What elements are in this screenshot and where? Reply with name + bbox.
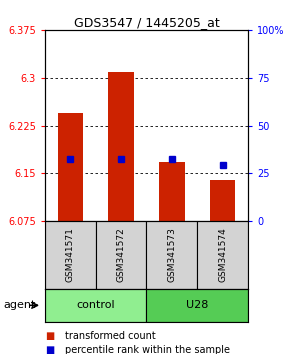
Title: GDS3547 / 1445205_at: GDS3547 / 1445205_at [74, 16, 219, 29]
Bar [146, 221, 197, 289]
Bar [210, 180, 235, 221]
Bar [108, 72, 134, 221]
Bar [58, 113, 83, 221]
Text: transformed count: transformed count [65, 331, 156, 341]
Bar [146, 289, 248, 322]
Text: U28: U28 [186, 300, 209, 310]
Bar [159, 162, 184, 221]
Text: ■: ■ [45, 346, 54, 354]
Text: control: control [76, 300, 115, 310]
Text: GSM341574: GSM341574 [218, 228, 227, 282]
Bar [45, 221, 96, 289]
Text: ■: ■ [45, 331, 54, 341]
Bar [96, 221, 146, 289]
Bar [197, 221, 248, 289]
Bar [45, 289, 146, 322]
Text: GSM341573: GSM341573 [167, 227, 176, 282]
Text: GSM341571: GSM341571 [66, 227, 75, 282]
Text: percentile rank within the sample: percentile rank within the sample [65, 346, 230, 354]
Text: GSM341572: GSM341572 [117, 228, 126, 282]
Text: agent: agent [3, 300, 35, 310]
